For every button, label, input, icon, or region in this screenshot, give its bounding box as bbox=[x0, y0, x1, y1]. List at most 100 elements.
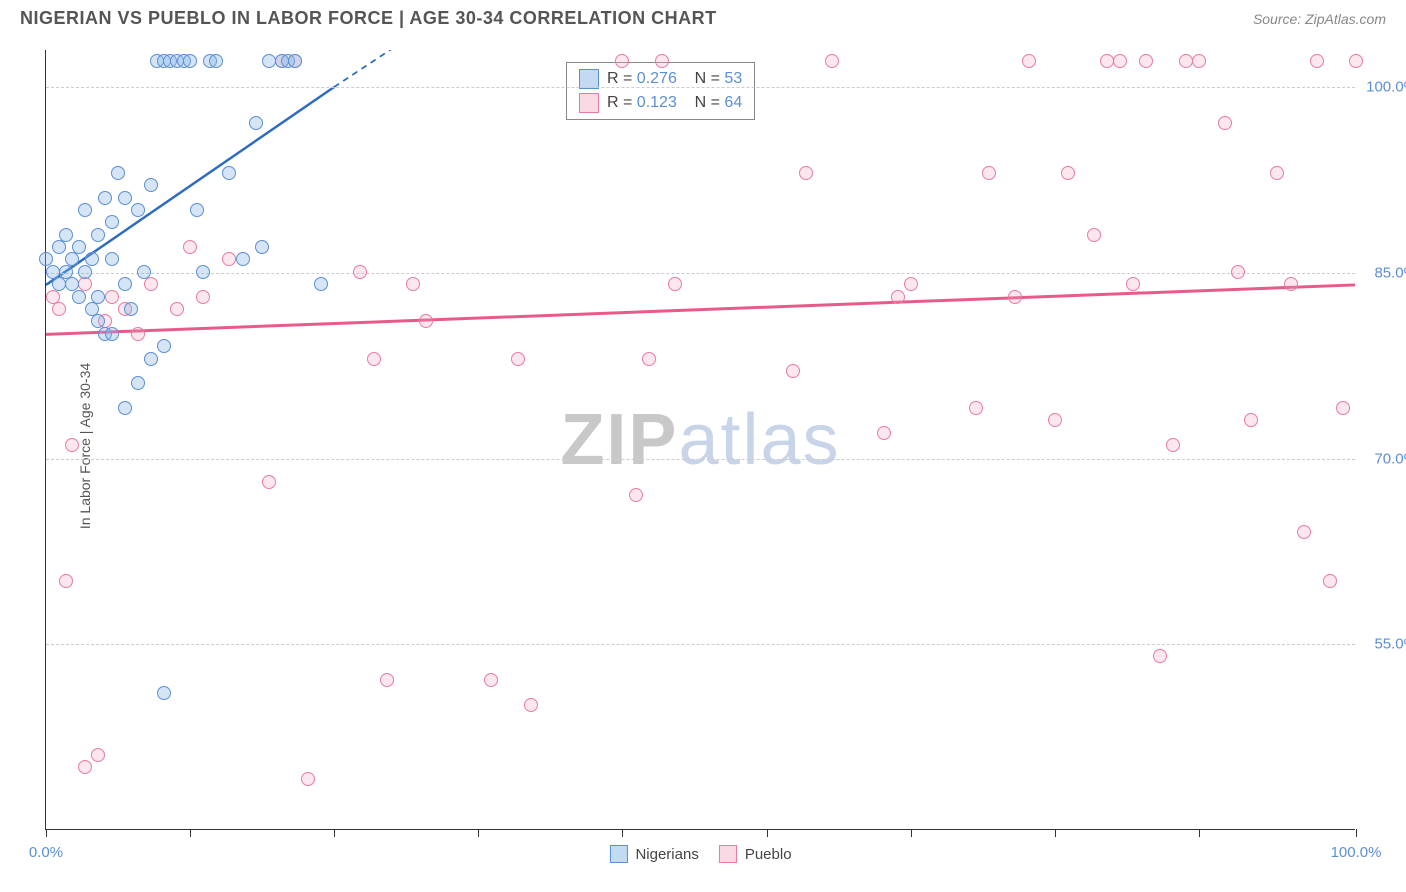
data-point bbox=[196, 265, 210, 279]
xtick bbox=[1356, 829, 1357, 837]
data-point bbox=[170, 302, 184, 316]
data-point bbox=[1139, 54, 1153, 68]
data-point bbox=[78, 265, 92, 279]
stats-legend-text: R = 0.276 N = 53 bbox=[607, 70, 742, 88]
data-point bbox=[1244, 413, 1258, 427]
data-point bbox=[1270, 166, 1284, 180]
data-point bbox=[1166, 438, 1180, 452]
data-point bbox=[825, 54, 839, 68]
data-point bbox=[406, 277, 420, 291]
data-point bbox=[615, 54, 629, 68]
data-point bbox=[262, 54, 276, 68]
data-point bbox=[524, 698, 538, 712]
watermark: ZIPatlas bbox=[560, 399, 840, 481]
data-point bbox=[118, 401, 132, 415]
data-point bbox=[183, 54, 197, 68]
data-point bbox=[301, 772, 315, 786]
data-point bbox=[65, 438, 79, 452]
data-point bbox=[131, 327, 145, 341]
data-point bbox=[144, 178, 158, 192]
data-point bbox=[144, 352, 158, 366]
series-legend-item: Nigerians bbox=[609, 845, 698, 863]
data-point bbox=[183, 240, 197, 254]
xtick-label: 0.0% bbox=[29, 844, 63, 861]
data-point bbox=[236, 252, 250, 266]
data-point bbox=[1179, 54, 1193, 68]
chart-source: Source: ZipAtlas.com bbox=[1253, 11, 1386, 27]
data-point bbox=[118, 191, 132, 205]
trend-lines-svg bbox=[46, 50, 1355, 829]
ytick-label: 70.0% bbox=[1374, 450, 1406, 467]
data-point bbox=[419, 314, 433, 328]
data-point bbox=[72, 240, 86, 254]
data-point bbox=[137, 265, 151, 279]
data-point bbox=[1323, 574, 1337, 588]
stats-legend-row: R = 0.123 N = 64 bbox=[579, 93, 742, 113]
data-point bbox=[380, 673, 394, 687]
xtick-label: 100.0% bbox=[1331, 844, 1382, 861]
stats-legend-row: R = 0.276 N = 53 bbox=[579, 69, 742, 89]
xtick bbox=[46, 829, 47, 837]
data-point bbox=[1349, 54, 1363, 68]
stats-legend: R = 0.276 N = 53 R = 0.123 N = 64 bbox=[566, 62, 755, 120]
data-point bbox=[891, 290, 905, 304]
data-point bbox=[1048, 413, 1062, 427]
data-point bbox=[262, 475, 276, 489]
stats-legend-text: R = 0.123 N = 64 bbox=[607, 94, 742, 112]
data-point bbox=[91, 228, 105, 242]
data-point bbox=[131, 376, 145, 390]
data-point bbox=[629, 488, 643, 502]
legend-swatch bbox=[719, 845, 737, 863]
data-point bbox=[105, 290, 119, 304]
data-point bbox=[157, 339, 171, 353]
series-legend-label: Nigerians bbox=[635, 846, 698, 863]
ytick-label: 55.0% bbox=[1374, 636, 1406, 653]
data-point bbox=[877, 426, 891, 440]
data-point bbox=[91, 314, 105, 328]
plot-area: ZIPatlas R = 0.276 N = 53 R = 0.123 N = 6… bbox=[45, 50, 1355, 830]
data-point bbox=[59, 228, 73, 242]
data-point bbox=[59, 574, 73, 588]
data-point bbox=[118, 277, 132, 291]
data-point bbox=[1231, 265, 1245, 279]
data-point bbox=[91, 290, 105, 304]
chart-header: NIGERIAN VS PUEBLO IN LABOR FORCE | AGE … bbox=[20, 8, 1386, 29]
data-point bbox=[786, 364, 800, 378]
data-point bbox=[65, 252, 79, 266]
xtick bbox=[334, 829, 335, 837]
data-point bbox=[904, 277, 918, 291]
data-point bbox=[1126, 277, 1140, 291]
data-point bbox=[1022, 54, 1036, 68]
data-point bbox=[314, 277, 328, 291]
trend-line bbox=[46, 285, 1355, 334]
data-point bbox=[484, 673, 498, 687]
gridline-h bbox=[46, 644, 1355, 645]
ytick-label: 100.0% bbox=[1366, 79, 1406, 96]
data-point bbox=[1297, 525, 1311, 539]
data-point bbox=[1310, 54, 1324, 68]
legend-swatch bbox=[579, 69, 599, 89]
series-legend-label: Pueblo bbox=[745, 846, 792, 863]
data-point bbox=[105, 215, 119, 229]
gridline-h bbox=[46, 87, 1355, 88]
data-point bbox=[52, 240, 66, 254]
legend-swatch bbox=[609, 845, 627, 863]
data-point bbox=[655, 54, 669, 68]
data-point bbox=[969, 401, 983, 415]
gridline-h bbox=[46, 273, 1355, 274]
data-point bbox=[1113, 54, 1127, 68]
xtick bbox=[190, 829, 191, 837]
data-point bbox=[511, 352, 525, 366]
data-point bbox=[72, 290, 86, 304]
data-point bbox=[1336, 401, 1350, 415]
data-point bbox=[1100, 54, 1114, 68]
data-point bbox=[209, 54, 223, 68]
data-point bbox=[367, 352, 381, 366]
xtick bbox=[911, 829, 912, 837]
data-point bbox=[52, 302, 66, 316]
data-point bbox=[98, 191, 112, 205]
data-point bbox=[157, 686, 171, 700]
xtick bbox=[767, 829, 768, 837]
xtick bbox=[622, 829, 623, 837]
data-point bbox=[1192, 54, 1206, 68]
